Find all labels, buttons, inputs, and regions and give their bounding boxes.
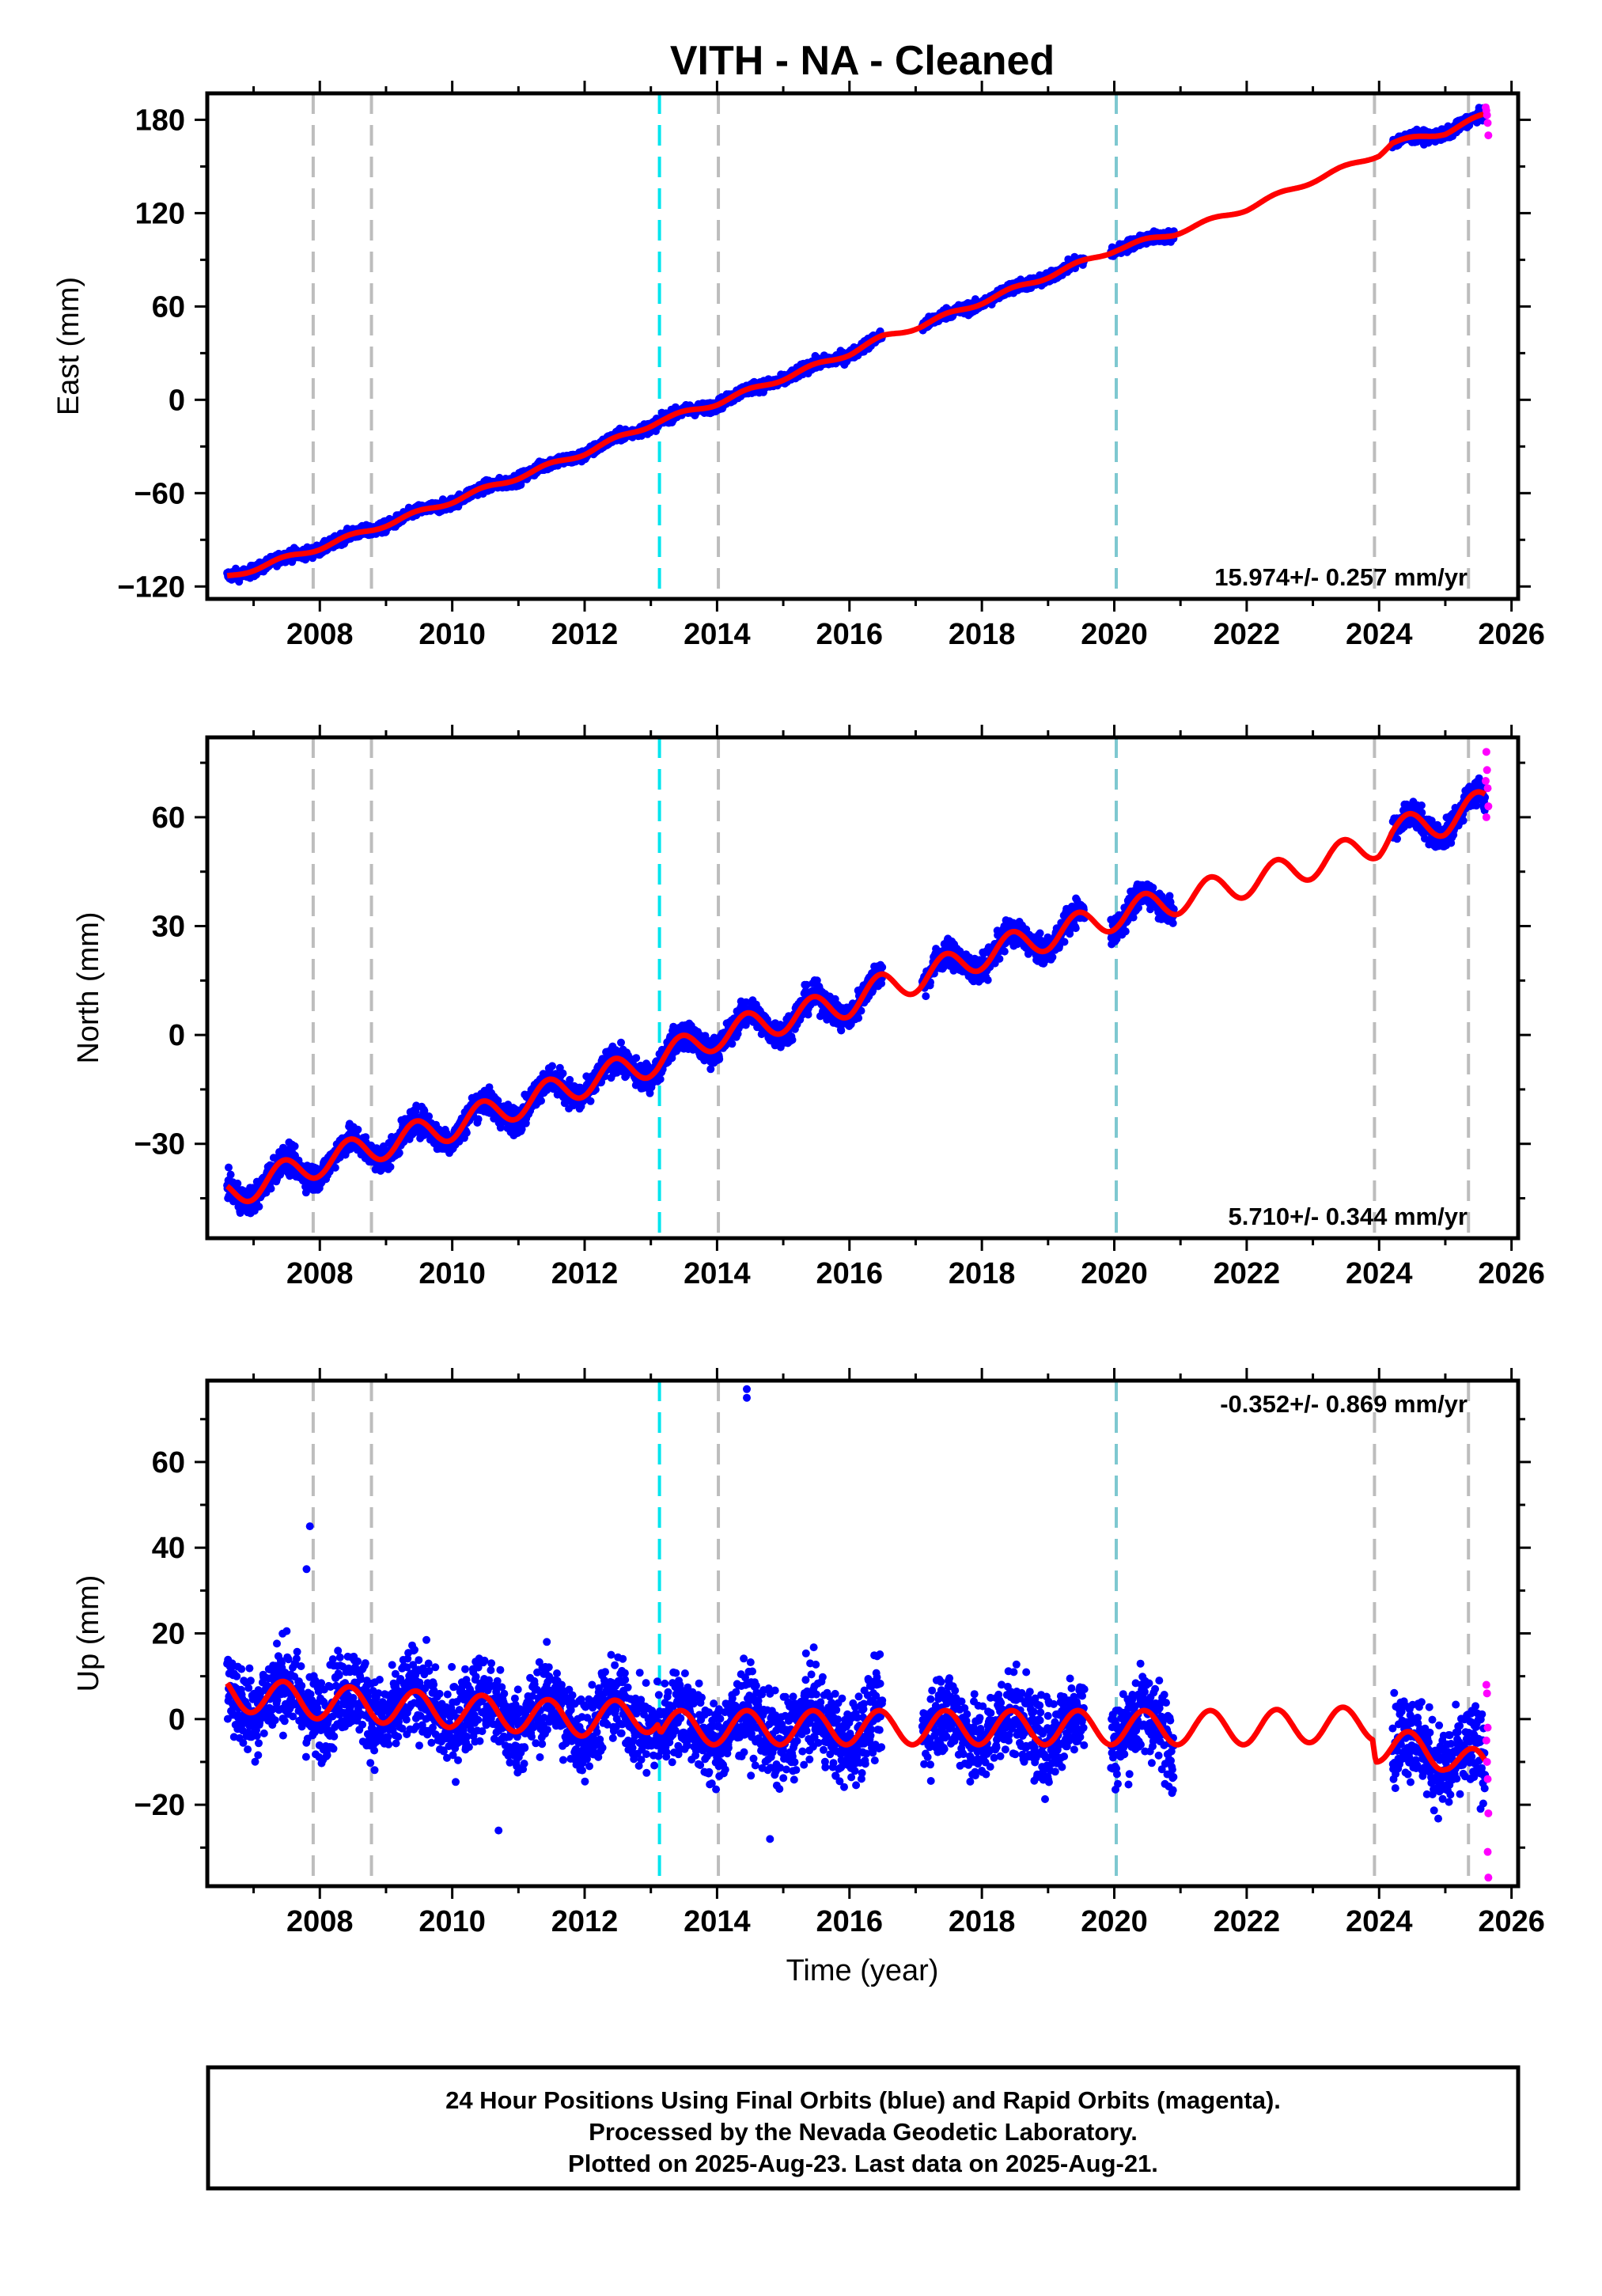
rapid-point	[1484, 802, 1493, 811]
east-data-points	[223, 103, 1493, 586]
x-tick-label: 2026	[1478, 1905, 1545, 1938]
x-tick-label: 2008	[286, 618, 354, 651]
y-tick-label: 60	[152, 801, 185, 835]
x-tick-label: 2018	[949, 1905, 1016, 1938]
rapid-point	[1483, 119, 1492, 127]
x-tick-label: 2014	[684, 1905, 751, 1938]
rapid-point	[1484, 1809, 1493, 1817]
x-tick-label: 2020	[1081, 1257, 1148, 1290]
rate-annotation: 15.974+/- 0.257 mm/yr	[1214, 563, 1468, 591]
x-tick-label: 2010	[418, 1905, 486, 1938]
east-model-curve	[225, 111, 1486, 579]
x-tick-label: 2020	[1081, 1905, 1148, 1938]
rapid-point	[1484, 1874, 1493, 1882]
x-tick-label: 2026	[1478, 618, 1545, 651]
rapid-point	[1481, 103, 1490, 112]
x-tick-label: 2024	[1346, 1905, 1413, 1938]
x-tick-label: 2024	[1346, 618, 1413, 651]
plot-frame	[205, 1378, 1521, 1889]
y-tick-label: 180	[135, 104, 185, 137]
x-tick-label: 2010	[418, 1257, 486, 1290]
rate-annotation: 5.710+/- 0.344 mm/yr	[1229, 1203, 1468, 1230]
rapid-point	[1483, 784, 1492, 793]
y-tick-label: 0	[169, 1019, 185, 1052]
rapid-point	[1482, 748, 1490, 756]
x-tick-label: 2012	[551, 1257, 619, 1290]
x-tick-label: 2012	[551, 1905, 619, 1938]
x-tick-label: 2016	[816, 618, 883, 651]
x-tick-label: 2016	[816, 1905, 883, 1938]
x-tick-label: 2008	[286, 1257, 354, 1290]
chart-title: VITH - NA - Cleaned	[670, 38, 1055, 84]
y-tick-label: 60	[152, 1446, 185, 1480]
up-panel: 2008 2010 2012 2014 2016 2018 2020 2022 2024 2026…	[72, 1368, 1545, 1938]
footer-box	[206, 2065, 1521, 2191]
rapid-point	[1481, 777, 1490, 786]
north-data-points	[223, 748, 1493, 1218]
rapid-point	[1482, 1736, 1490, 1745]
rapid-point	[1483, 1689, 1491, 1698]
footer-line-1: 24 Hour Positions Using Final Orbits (bl…	[445, 2086, 1281, 2114]
x-tick-label: 2026	[1478, 1257, 1545, 1290]
x-tick-label: 2010	[418, 618, 486, 651]
plot-frame	[205, 91, 1521, 601]
x-tick-label: 2018	[949, 1257, 1016, 1290]
y-axis-label: East (mm)	[52, 277, 85, 415]
y-tick-label: 0	[169, 1703, 185, 1737]
rapid-point	[1483, 1723, 1492, 1732]
x-tick-label: 2012	[551, 618, 619, 651]
y-tick-label: 120	[135, 197, 185, 230]
y-tick-label: −120	[117, 570, 185, 604]
y-tick-label: 30	[152, 911, 185, 944]
x-tick-label: 2018	[949, 618, 1016, 651]
rapid-point	[1484, 131, 1493, 140]
east-panel: 2008 2010 2012 2014 2016 2018 2020 2022 2024 2026…	[52, 81, 1545, 651]
x-tick-label: 2014	[684, 1257, 751, 1290]
x-tick-label: 2022	[1214, 1905, 1281, 1938]
x-tick-label: 2022	[1214, 1257, 1281, 1290]
y-tick-label: 60	[152, 290, 185, 324]
x-tick-label: 2008	[286, 1905, 354, 1938]
rapid-point	[1482, 1680, 1490, 1689]
x-tick-label: 2014	[684, 618, 751, 651]
x-tick-label: 2016	[816, 1257, 883, 1290]
rate-annotation: -0.352+/- 0.869 mm/yr	[1220, 1390, 1468, 1418]
rapid-point	[1482, 813, 1490, 821]
rapid-point	[1483, 1775, 1492, 1783]
y-axis-label: Up (mm)	[72, 1575, 105, 1692]
x-axis-label: Time (year)	[786, 1954, 939, 1987]
rapid-point	[1483, 766, 1491, 775]
north-model-curve	[225, 789, 1486, 1205]
y-tick-label: 40	[152, 1532, 185, 1565]
y-tick-label: −20	[134, 1789, 185, 1822]
up-data-points	[223, 1385, 1493, 1882]
north-panel: 2008 2010 2012 2014 2016 2018 2020 2022 2024 2026…	[72, 725, 1545, 1290]
y-tick-label: −30	[134, 1128, 185, 1161]
rapid-point	[1483, 1757, 1491, 1766]
y-axis-label: North (mm)	[72, 911, 105, 1063]
rapid-point	[1483, 111, 1491, 119]
y-tick-label: 20	[152, 1618, 185, 1651]
x-tick-label: 2022	[1214, 618, 1281, 651]
footer-line-2: Processed by the Nevada Geodetic Laborat…	[589, 2118, 1138, 2146]
rapid-point	[1483, 1847, 1492, 1856]
y-tick-label: −60	[134, 477, 185, 510]
x-tick-label: 2020	[1081, 618, 1148, 651]
x-tick-label: 2024	[1346, 1257, 1413, 1290]
up-model-curve	[225, 1678, 1488, 1773]
footer-line-3: Plotted on 2025-Aug-23. Last data on 202…	[568, 2150, 1158, 2177]
plot-frame	[205, 735, 1521, 1241]
y-tick-label: 0	[169, 384, 185, 417]
